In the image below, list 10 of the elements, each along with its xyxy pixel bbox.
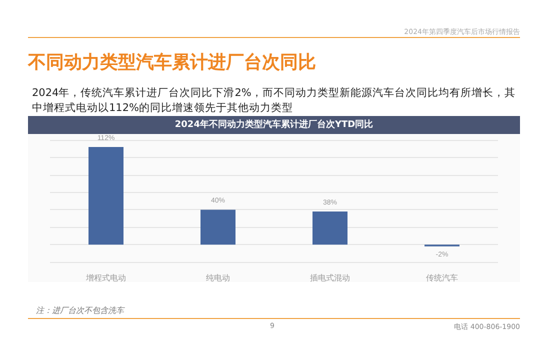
bar bbox=[312, 211, 348, 245]
chart-title: 不同动力类型汽车累计进厂台次同比 bbox=[28, 51, 316, 74]
bar bbox=[88, 146, 124, 245]
chart-subtitle: 2024年，传统汽车累计进厂台次同比下滑2%，而不同动力类型新能源汽车台次同比均有所增长，其中增程式电动以112%的同比增速领先于其他动力类型 bbox=[32, 86, 516, 116]
text: 注：进厂台次不包含洗车 bbox=[36, 305, 124, 316]
x-tick-label: 插电式混动 bbox=[310, 274, 350, 282]
bar bbox=[200, 210, 236, 245]
x-tick-label: 纯电动 bbox=[206, 274, 230, 282]
x-tick-label: 传统汽车 bbox=[426, 274, 458, 282]
x-tick-label: 增程式电动 bbox=[85, 274, 126, 282]
